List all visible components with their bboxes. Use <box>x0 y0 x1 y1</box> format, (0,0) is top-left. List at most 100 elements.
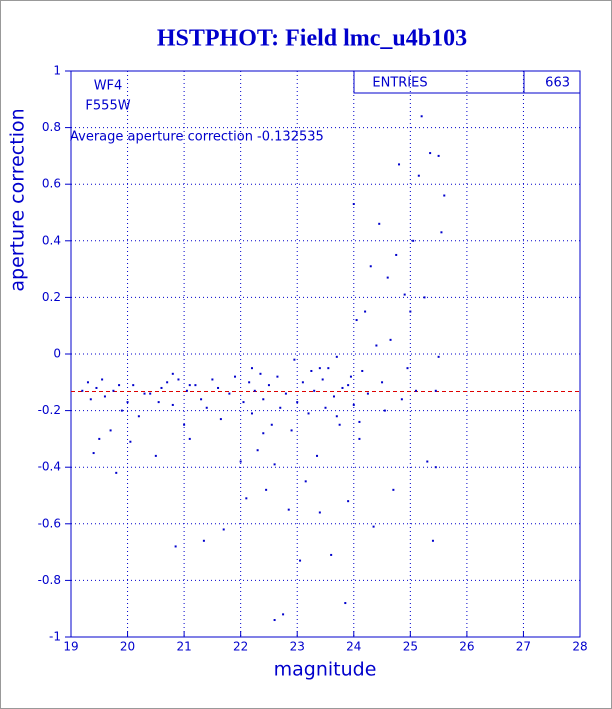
point <box>171 403 174 406</box>
point <box>188 384 191 387</box>
point <box>378 222 381 225</box>
y-tick-label: -0.4 <box>38 460 61 474</box>
point <box>194 384 197 387</box>
point <box>414 389 417 392</box>
point <box>267 384 270 387</box>
point <box>228 392 231 395</box>
point <box>211 378 214 381</box>
point <box>86 381 89 384</box>
x-tick-label: 22 <box>233 640 248 654</box>
point <box>381 381 384 384</box>
point <box>284 392 287 395</box>
x-tick-label: 20 <box>120 640 135 654</box>
point <box>412 239 415 242</box>
point <box>392 488 395 491</box>
point <box>239 460 242 463</box>
point <box>112 389 115 392</box>
point <box>437 154 440 157</box>
point <box>132 384 135 387</box>
point <box>177 378 180 381</box>
y-tick-label: -0.8 <box>38 573 61 587</box>
point <box>120 409 123 412</box>
x-tick-label: 21 <box>176 640 191 654</box>
x-tick-label: 27 <box>516 640 531 654</box>
point <box>290 429 293 432</box>
point <box>270 423 273 426</box>
point <box>318 511 321 514</box>
point <box>115 471 118 474</box>
point <box>431 539 434 542</box>
point <box>335 415 338 418</box>
point <box>366 392 369 395</box>
y-tick-label: 0.4 <box>42 233 61 247</box>
point <box>171 372 174 375</box>
point <box>126 401 129 404</box>
point <box>344 602 347 605</box>
y-tick-label: 0.8 <box>42 120 61 134</box>
point <box>310 369 313 372</box>
x-tick-label: 26 <box>459 640 474 654</box>
point <box>188 437 191 440</box>
point <box>369 265 372 268</box>
point <box>81 389 84 392</box>
point <box>250 412 253 415</box>
y-tick-label: -0.6 <box>38 516 61 530</box>
y-tick-label: 0.6 <box>42 177 61 191</box>
point <box>324 406 327 409</box>
point <box>406 367 409 370</box>
point <box>352 203 355 206</box>
point <box>273 619 276 622</box>
stats-label: ENTRIES <box>372 76 427 91</box>
point <box>375 344 378 347</box>
point <box>338 423 341 426</box>
point <box>417 174 420 177</box>
point <box>242 401 245 404</box>
point <box>245 497 248 500</box>
point <box>383 409 386 412</box>
point <box>262 432 265 435</box>
point <box>395 253 398 256</box>
point <box>259 372 262 375</box>
x-tick-label: 24 <box>346 640 361 654</box>
point <box>426 460 429 463</box>
point <box>313 389 316 392</box>
y-tick-label: 1 <box>53 64 61 78</box>
chart-title: HSTPHOT: Field lmc_u4b103 <box>157 26 467 52</box>
point <box>386 276 389 279</box>
point <box>265 488 268 491</box>
point <box>101 378 104 381</box>
point <box>434 389 437 392</box>
point <box>279 406 282 409</box>
point <box>341 386 344 389</box>
point <box>92 452 95 455</box>
point <box>248 381 251 384</box>
x-tick-label: 28 <box>572 640 587 654</box>
point <box>143 392 146 395</box>
point <box>364 310 367 313</box>
point <box>262 398 265 401</box>
point <box>137 415 140 418</box>
point <box>440 231 443 234</box>
point <box>287 508 290 511</box>
point <box>282 613 285 616</box>
x-axis-label: magnitude <box>274 659 377 681</box>
y-tick-label: -0.2 <box>38 403 61 417</box>
point <box>149 392 152 395</box>
annotation: WF4 <box>94 79 123 94</box>
point <box>352 403 355 406</box>
point <box>129 440 132 443</box>
point <box>332 395 335 398</box>
point <box>205 406 208 409</box>
y-tick-label: 0.2 <box>42 290 61 304</box>
point <box>89 398 92 401</box>
point <box>293 358 296 361</box>
point <box>443 194 446 197</box>
y-axis-label: aperture correction <box>7 108 29 291</box>
point <box>103 395 106 398</box>
point <box>109 429 112 432</box>
point <box>166 381 169 384</box>
point <box>358 420 361 423</box>
x-tick-label: 23 <box>290 640 305 654</box>
x-tick-label: 19 <box>63 640 78 654</box>
